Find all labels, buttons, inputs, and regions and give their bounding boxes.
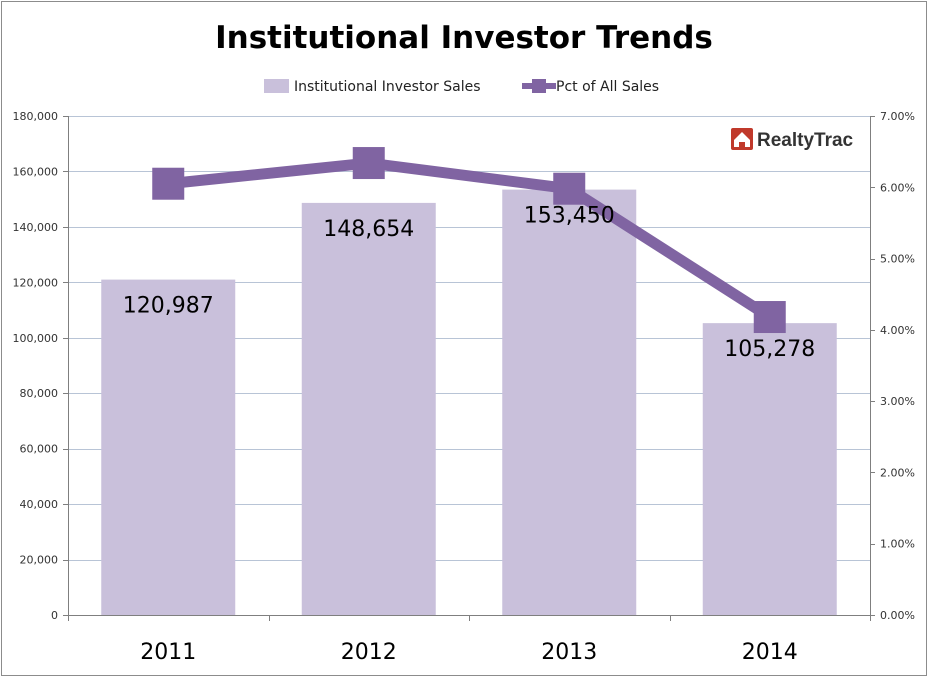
left-axis-ticks: 0 20,000 40,000 60,000 80,000 100,000 120,000 1… bbox=[13, 110, 59, 622]
pct-marker-2012 bbox=[352, 147, 385, 180]
right-tick-label: 4.00% bbox=[880, 324, 915, 337]
pct-marker-2013 bbox=[553, 172, 586, 205]
left-tick-label: 180,000 bbox=[13, 110, 59, 123]
legend: Institutional Investor Sales Pct of All … bbox=[264, 79, 659, 95]
pct-marker-2014 bbox=[753, 301, 786, 334]
right-tick-label: 1.00% bbox=[880, 538, 915, 551]
left-tick-label: 80,000 bbox=[20, 387, 59, 400]
legend-swatch-marker bbox=[532, 79, 546, 93]
legend-label-line: Pct of All Sales bbox=[556, 79, 659, 95]
bar-value-label: 120,987 bbox=[123, 294, 214, 319]
data-labels: 120,987 148,654 153,450 105,278 bbox=[123, 204, 815, 363]
left-tick-label: 140,000 bbox=[13, 221, 59, 234]
left-tick-label: 20,000 bbox=[20, 554, 59, 567]
left-tick-label: 60,000 bbox=[20, 443, 59, 456]
category-axis-ticks: 2011 2012 2013 2014 bbox=[140, 640, 798, 665]
right-tick-label: 3.00% bbox=[880, 395, 915, 408]
bar-value-label: 105,278 bbox=[724, 337, 815, 362]
house-icon bbox=[734, 132, 750, 147]
chart-title: Institutional Investor Trends bbox=[215, 20, 713, 56]
right-tick-label: 7.00% bbox=[880, 110, 915, 123]
logo-text: RealtyTrac bbox=[757, 130, 854, 151]
right-tick-label: 0.00% bbox=[880, 609, 915, 622]
bar-2012 bbox=[301, 202, 436, 615]
category-label: 2014 bbox=[742, 640, 798, 665]
bar-2013 bbox=[502, 189, 637, 616]
left-tick-label: 100,000 bbox=[13, 332, 59, 345]
pct-marker-2011 bbox=[152, 167, 185, 200]
bar-2011 bbox=[101, 279, 236, 615]
legend-swatch-bar bbox=[264, 79, 289, 93]
axes bbox=[63, 116, 875, 621]
left-tick-label: 0 bbox=[51, 609, 58, 622]
left-tick-label: 160,000 bbox=[13, 165, 59, 178]
right-tick-label: 6.00% bbox=[880, 181, 915, 194]
right-tick-label: 5.00% bbox=[880, 253, 915, 266]
left-tick-label: 40,000 bbox=[20, 498, 59, 511]
category-label: 2013 bbox=[541, 640, 597, 665]
pct-line bbox=[167, 157, 773, 322]
realtytrac-logo: RealtyTrac bbox=[731, 128, 854, 151]
bar-value-label: 153,450 bbox=[524, 204, 615, 229]
bar-series bbox=[101, 189, 837, 616]
left-tick-label: 120,000 bbox=[13, 276, 59, 289]
legend-label-bar: Institutional Investor Sales bbox=[294, 79, 481, 95]
category-label: 2011 bbox=[140, 640, 196, 665]
bar-value-label: 148,654 bbox=[323, 217, 414, 242]
category-label: 2012 bbox=[341, 640, 397, 665]
right-axis-ticks: 0.00% 1.00% 2.00% 3.00% 4.00% 5.00% 6.00% 7.00% bbox=[880, 110, 915, 622]
bar-2014 bbox=[702, 323, 837, 615]
right-tick-label: 2.00% bbox=[880, 466, 915, 479]
line-series bbox=[152, 147, 786, 334]
